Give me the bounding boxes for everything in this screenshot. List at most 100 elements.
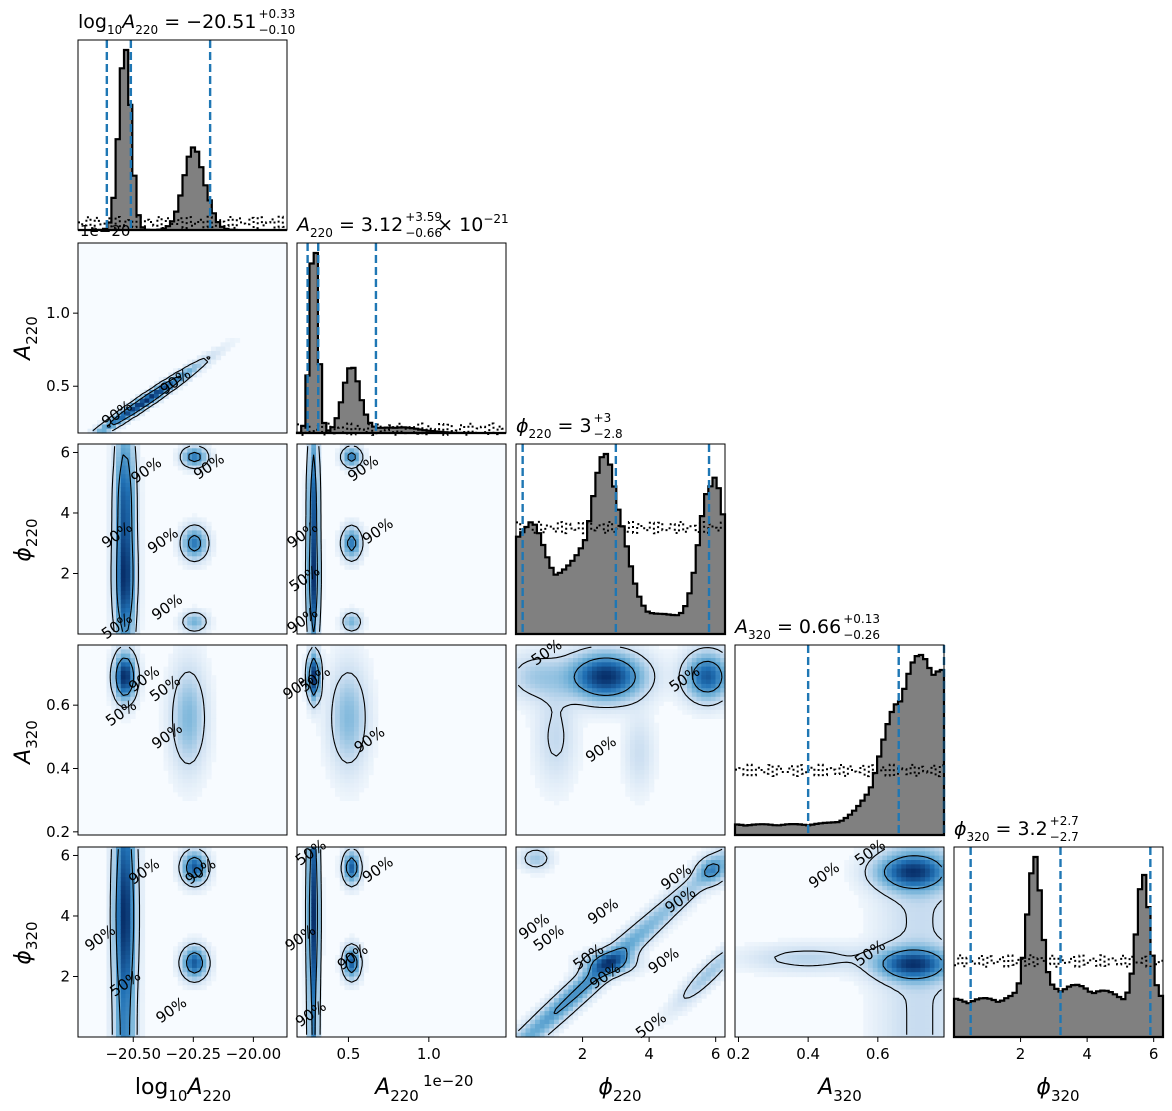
density-cell [330, 757, 336, 763]
density-cell [325, 714, 331, 719]
density-cell [301, 595, 308, 600]
density-cell [144, 389, 150, 395]
density-cell [187, 363, 193, 369]
density-cell [116, 444, 122, 449]
density-cell [358, 556, 365, 562]
density-cell [696, 855, 702, 861]
density-cell [615, 679, 622, 685]
density-cell [625, 967, 631, 973]
density-cell [535, 1032, 541, 1038]
density-cell [325, 675, 331, 681]
density-cell [125, 407, 131, 412]
density-cell [206, 744, 212, 750]
density-cell [196, 359, 203, 365]
density-cell [544, 778, 550, 784]
density-cell [682, 911, 688, 917]
density-cell [301, 955, 308, 960]
density-cell [192, 469, 198, 475]
density-cell [106, 629, 112, 635]
density-cell [135, 564, 141, 570]
density-cell [668, 894, 674, 900]
density-cell [525, 718, 531, 724]
density-cell [768, 963, 774, 969]
density-cell [311, 714, 317, 719]
density-cell [339, 972, 346, 978]
density-cell [130, 469, 136, 475]
density-cell [677, 903, 683, 908]
density-cell [349, 649, 355, 655]
density-cell [111, 552, 117, 557]
density-cell [715, 976, 721, 982]
density-cell [596, 662, 603, 668]
density-cell [735, 950, 741, 956]
density-cell [358, 942, 365, 947]
density-cell [316, 683, 322, 689]
density-cell [130, 491, 136, 497]
density-cell [587, 709, 593, 715]
density-cell [701, 649, 707, 655]
density-cell [320, 683, 327, 689]
density-cell [187, 796, 193, 801]
density-cell [135, 653, 141, 659]
density-cell [853, 855, 860, 861]
density-cell [720, 959, 726, 965]
density-cell [116, 937, 122, 943]
density-cell [568, 670, 574, 676]
density-cell [211, 714, 217, 719]
density-cell [630, 688, 636, 694]
density-cell [130, 616, 136, 622]
density-cell [316, 577, 322, 583]
density-cell [563, 1015, 569, 1021]
density-cell [196, 662, 203, 668]
density-cell [682, 662, 688, 668]
density-cell [592, 662, 598, 668]
density-cell [615, 683, 622, 689]
density-cell [596, 963, 603, 969]
density-cell [691, 972, 698, 978]
density-cell [349, 534, 355, 540]
density-cell [720, 683, 726, 689]
density-cell [320, 590, 327, 596]
density-cell [301, 976, 308, 982]
density-cell [130, 1028, 136, 1034]
density-cell [615, 718, 622, 724]
density-cell [544, 662, 550, 668]
density-cell [168, 372, 174, 378]
density-cell [558, 701, 565, 706]
density-cell [187, 372, 193, 378]
density-cell [634, 800, 641, 806]
density-cell [106, 1028, 112, 1034]
density-cell [530, 718, 536, 724]
density-cell [663, 1015, 669, 1021]
density-cell [187, 560, 193, 566]
density-cell [192, 513, 198, 518]
density-cell [658, 907, 664, 913]
density-cell [316, 469, 322, 475]
density-cell [306, 998, 312, 1003]
density-panel-A220-A320: 90%50%90% [279, 644, 507, 836]
density-cell [344, 556, 350, 562]
density-cell [120, 474, 127, 480]
density-cell [653, 645, 660, 650]
density-cell [163, 675, 169, 681]
density-cell [853, 872, 860, 878]
density-cell [706, 705, 712, 711]
density-cell [573, 653, 579, 659]
density-cell [563, 1006, 569, 1012]
density-cell [558, 796, 565, 801]
density-cell [601, 942, 607, 947]
density-cell [339, 877, 346, 883]
density-cell [116, 916, 122, 921]
density-cell [549, 791, 555, 797]
density-cell [549, 774, 555, 780]
density-cell [592, 696, 598, 702]
density-cell [201, 539, 207, 544]
density-cell [763, 942, 769, 947]
density-cell [135, 577, 141, 583]
density-cell [563, 787, 569, 793]
density-cell [568, 1011, 574, 1016]
density-cell [187, 731, 193, 737]
density-cell [211, 346, 217, 352]
density-cell [354, 783, 360, 789]
density-cell [706, 653, 712, 659]
